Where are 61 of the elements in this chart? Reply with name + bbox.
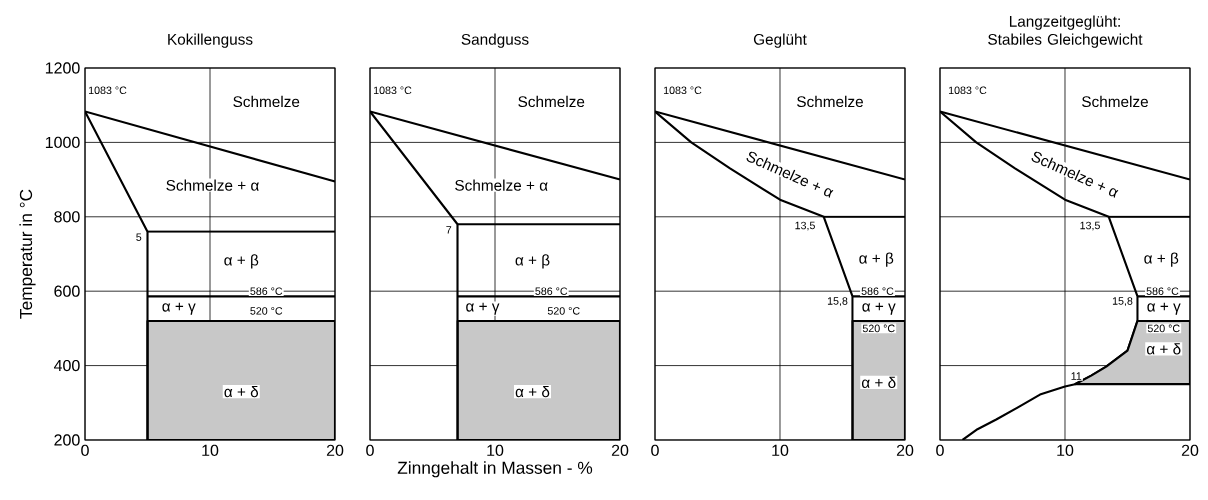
annotation: Schmelze <box>797 95 863 108</box>
annotation: 7 <box>446 226 452 234</box>
annotation: 1083 °C <box>663 86 702 95</box>
chart-title: Langzeitgeglüht: Stabiles Gleichgewicht <box>988 15 1143 48</box>
chart-title: Kokillenguss <box>168 33 253 48</box>
annotation: α + δ <box>515 386 550 398</box>
annotation: Schmelze <box>518 95 585 108</box>
annotation: Schmelze <box>233 95 300 108</box>
chart-title: Sandguss <box>461 33 529 48</box>
annotation: α + γ <box>1147 302 1181 315</box>
annotation: 520 °C <box>862 324 895 333</box>
annotation: α + β <box>859 252 894 267</box>
x-tick-label: 0 <box>81 444 89 457</box>
annotation: 1083 °C <box>948 86 987 95</box>
x-tick-label: 10 <box>1057 444 1074 457</box>
annotation: 1083 °C <box>373 86 412 95</box>
x-axis-title: Zinngehalt in Massen - % <box>397 461 593 478</box>
annotation: 586 °C <box>1146 287 1179 295</box>
annotation: 13,5 <box>1080 221 1100 231</box>
annotation: 13,5 <box>795 221 815 231</box>
x-tick-label: 0 <box>366 444 374 457</box>
annotation: 520 °C <box>250 307 283 315</box>
x-tick-label: 10 <box>772 444 789 457</box>
annotation: α + γ <box>862 302 896 315</box>
y-tick-label: 1200 <box>45 62 80 74</box>
annotation: Schmelze <box>1082 95 1148 108</box>
annotation: α + δ <box>861 376 896 388</box>
annotation: 586 °C <box>535 287 568 295</box>
annotation: α + δ <box>1146 343 1181 355</box>
annotation: Schmelze + α <box>455 179 548 191</box>
annotation: 5 <box>136 233 142 241</box>
annotation: Schmelze + α <box>166 179 259 191</box>
y-tick-label: 800 <box>54 211 80 223</box>
x-tick-label: 0 <box>651 444 659 457</box>
y-tick-label: 1000 <box>45 136 80 149</box>
x-tick-label: 20 <box>896 444 914 457</box>
x-tick-label: 10 <box>202 444 219 457</box>
x-tick-label: 20 <box>326 444 344 457</box>
annotation: 586 °C <box>250 287 283 295</box>
annotation: α + β <box>1144 252 1179 267</box>
x-tick-label: 20 <box>611 444 629 457</box>
annotation: 586 °C <box>861 287 894 295</box>
annotation: 11 <box>1071 372 1082 380</box>
annotation: 15,8 <box>1112 297 1133 306</box>
x-tick-label: 20 <box>1181 444 1199 457</box>
annotation: 520 °C <box>1147 324 1180 333</box>
y-tick-label: 600 <box>54 285 80 297</box>
annotation: α + γ <box>162 302 196 315</box>
x-tick-label: 0 <box>936 444 944 457</box>
annotation: α + δ <box>224 386 259 398</box>
annotation: 15,8 <box>827 297 848 306</box>
annotation: 520 °C <box>547 307 580 315</box>
annotation: α + γ <box>466 302 500 315</box>
x-tick-label: 10 <box>487 444 504 457</box>
annotation: α + β <box>224 254 259 269</box>
annotation: 1083 °C <box>89 86 127 95</box>
y-axis-title: Temperatur in °C <box>19 189 36 319</box>
chart-title: Geglüht <box>753 33 807 48</box>
y-tick-label: 400 <box>53 359 80 372</box>
y-tick-label: 200 <box>54 434 80 446</box>
annotation: α + β <box>515 254 550 269</box>
